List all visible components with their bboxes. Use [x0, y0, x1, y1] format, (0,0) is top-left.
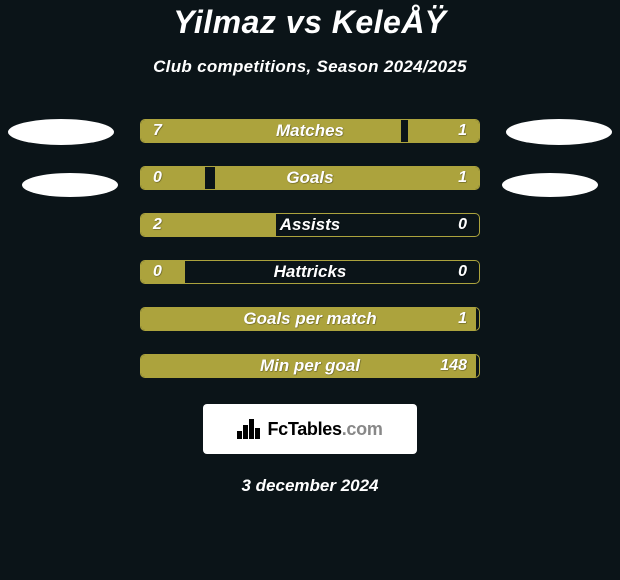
branding-logo[interactable]: FcTables.com [203, 404, 417, 454]
branding-text: FcTables.com [267, 419, 382, 440]
stat-value-right: 1 [458, 310, 467, 328]
stat-value-right: 0 [458, 216, 467, 234]
stat-label: Goals [141, 168, 479, 188]
player-marker-right-top [506, 119, 612, 145]
player-marker-left-bottom [22, 173, 118, 197]
stat-label: Assists [141, 215, 479, 235]
stat-row: 2Assists0 [140, 213, 480, 237]
subtitle: Club competitions, Season 2024/2025 [0, 57, 620, 77]
stat-label: Goals per match [141, 309, 479, 329]
stat-row: Min per goal148 [140, 354, 480, 378]
stat-row: 0Goals1 [140, 166, 480, 190]
stat-value-right: 0 [458, 263, 467, 281]
stat-value-right: 1 [458, 122, 467, 140]
player-marker-right-bottom [502, 173, 598, 197]
stat-row: 0Hattricks0 [140, 260, 480, 284]
stats-section: 7Matches10Goals12Assists00Hattricks0Goal… [0, 119, 620, 496]
footer-date: 3 december 2024 [0, 476, 620, 496]
player-marker-left-top [8, 119, 114, 145]
stat-label: Matches [141, 121, 479, 141]
main-container: Yilmaz vs KeleÅŸ Club competitions, Seas… [0, 0, 620, 496]
bar-chart-icon [237, 419, 261, 439]
stat-bars-list: 7Matches10Goals12Assists00Hattricks0Goal… [140, 119, 480, 378]
stat-label: Hattricks [141, 262, 479, 282]
stat-row: 7Matches1 [140, 119, 480, 143]
stat-value-right: 148 [440, 357, 467, 375]
branding-main: FcTables [267, 419, 341, 439]
stat-label: Min per goal [141, 356, 479, 376]
stat-row: Goals per match1 [140, 307, 480, 331]
stat-value-right: 1 [458, 169, 467, 187]
page-title: Yilmaz vs KeleÅŸ [0, 4, 620, 41]
branding-suffix: .com [342, 419, 383, 439]
